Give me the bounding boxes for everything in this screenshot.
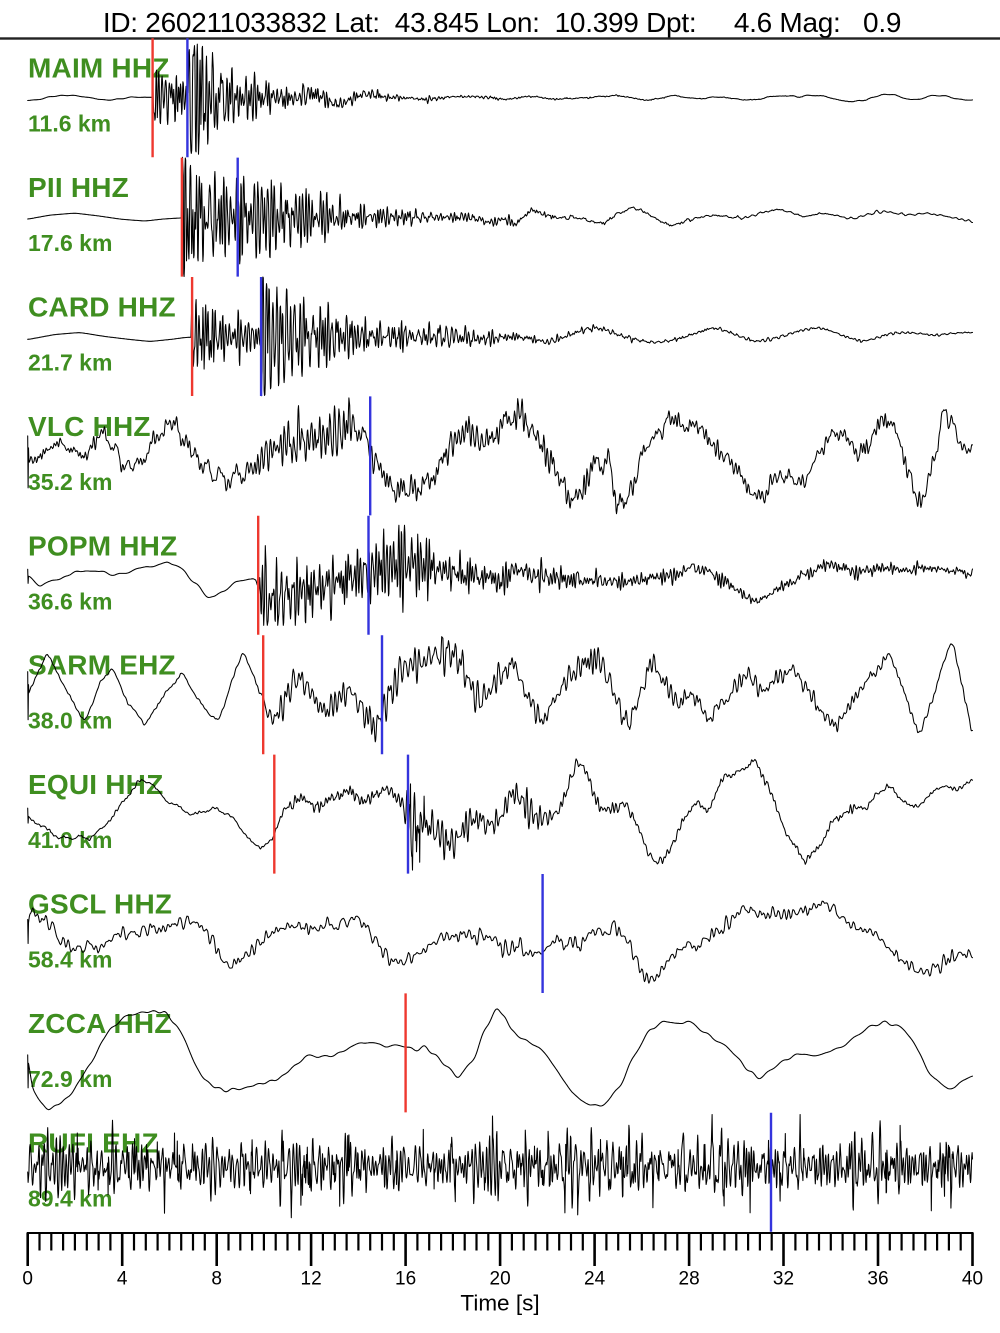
svg-text:16: 16 bbox=[395, 1269, 416, 1290]
svg-text:ZCCA HHZ: ZCCA HHZ bbox=[28, 1008, 172, 1039]
svg-text:35.2 km: 35.2 km bbox=[28, 469, 112, 495]
svg-text:36.6 km: 36.6 km bbox=[28, 588, 112, 614]
svg-text:Time [s]: Time [s] bbox=[460, 1291, 539, 1316]
svg-text:11.6 km: 11.6 km bbox=[28, 111, 111, 137]
svg-text:28: 28 bbox=[679, 1269, 700, 1290]
svg-text:40: 40 bbox=[962, 1269, 983, 1290]
svg-text:ID: 260211033832 Lat: 43.845: ID: 260211033832 Lat: 43.845 Lon: 10.399… bbox=[103, 7, 901, 38]
svg-text:20: 20 bbox=[490, 1269, 511, 1290]
svg-text:36: 36 bbox=[867, 1269, 888, 1290]
svg-text:17.6 km: 17.6 km bbox=[28, 230, 112, 256]
svg-text:21.7 km: 21.7 km bbox=[28, 350, 112, 376]
svg-text:PII HHZ: PII HHZ bbox=[28, 172, 129, 203]
svg-text:EQUI HHZ: EQUI HHZ bbox=[28, 769, 163, 800]
svg-text:38.0 km: 38.0 km bbox=[28, 708, 112, 734]
svg-text:8: 8 bbox=[211, 1269, 222, 1290]
svg-text:GSCL HHZ: GSCL HHZ bbox=[28, 889, 172, 920]
svg-text:41.0 km: 41.0 km bbox=[28, 827, 112, 853]
svg-text:32: 32 bbox=[773, 1269, 794, 1290]
svg-text:MAIM HHZ: MAIM HHZ bbox=[28, 53, 170, 84]
svg-text:24: 24 bbox=[584, 1269, 606, 1290]
svg-text:72.9 km: 72.9 km bbox=[28, 1066, 112, 1092]
svg-text:0: 0 bbox=[22, 1269, 33, 1290]
svg-text:SARM EHZ: SARM EHZ bbox=[28, 650, 176, 681]
svg-text:12: 12 bbox=[301, 1269, 322, 1290]
svg-text:CARD HHZ: CARD HHZ bbox=[28, 292, 176, 323]
svg-text:4: 4 bbox=[117, 1269, 128, 1290]
svg-text:VLC HHZ: VLC HHZ bbox=[28, 411, 151, 442]
svg-text:POPM HHZ: POPM HHZ bbox=[28, 530, 177, 561]
